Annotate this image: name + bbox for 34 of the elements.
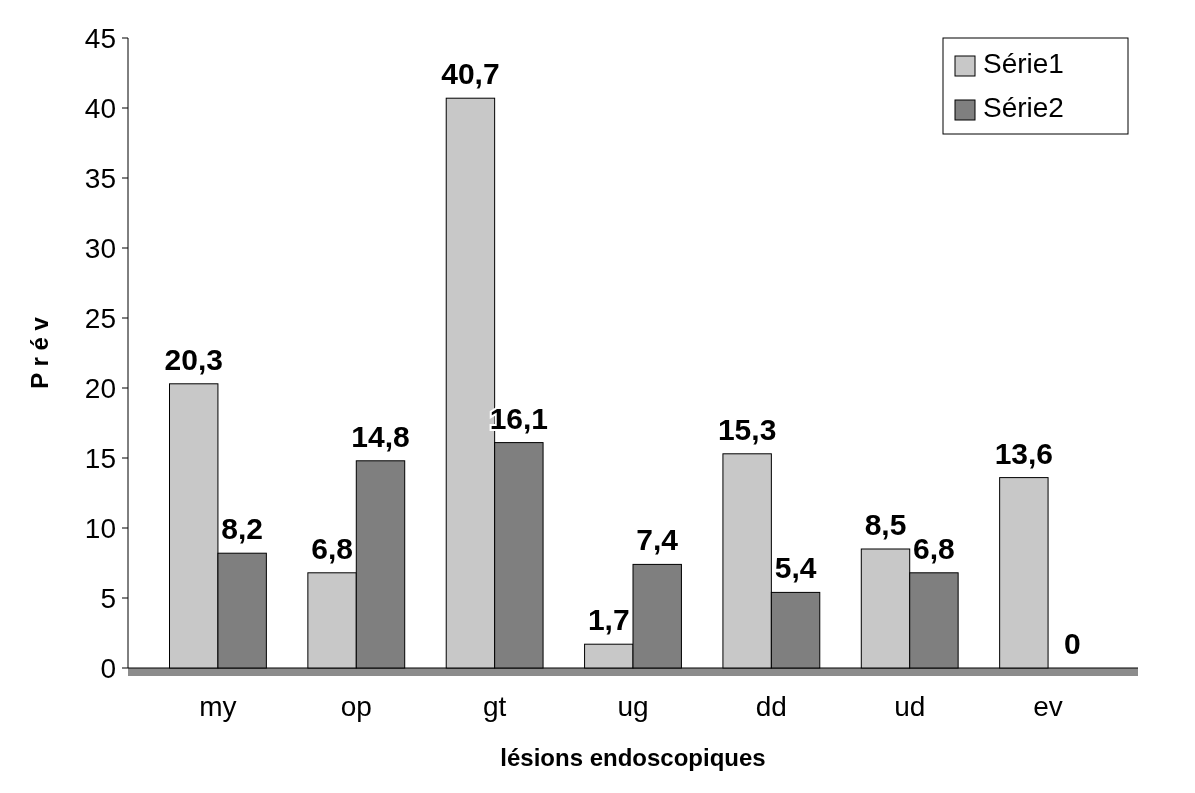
x-tick-label: ud [894, 691, 926, 722]
x-axis-title: lésions endoscopiques [500, 744, 766, 771]
x-tick-label: op [340, 691, 372, 722]
data-label: 8,5 [864, 508, 907, 541]
x-tick-label: ev [1033, 691, 1063, 722]
y-tick-label: 35 [84, 162, 116, 194]
data-label: 1,7 [587, 603, 630, 637]
y-tick-label: 5 [100, 582, 116, 614]
y-axis-title: P r é v [26, 316, 53, 389]
data-label: 20,3 [164, 342, 223, 376]
data-label: 7,4 [636, 523, 679, 557]
data-label: 6,8 [311, 531, 353, 565]
data-label: 0 [1063, 627, 1081, 660]
data-label: 14,8 [351, 419, 410, 453]
y-tick-label: 0 [100, 652, 116, 684]
y-tick-label: 10 [84, 512, 116, 544]
y-tick-label: 30 [84, 232, 116, 264]
data-label: 40,7 [441, 57, 500, 91]
legend-label: Série2 [983, 92, 1064, 123]
x-tick-label: dd [755, 691, 787, 722]
y-tick-label: 40 [84, 92, 116, 124]
y-tick-label: 15 [84, 442, 116, 474]
x-tick-label: my [199, 691, 237, 722]
data-label: 15,3 [717, 412, 777, 446]
data-label: 13,6 [994, 436, 1054, 470]
data-label: 5,4 [774, 551, 817, 585]
y-tick-label: 45 [84, 22, 116, 54]
y-tick-label: 25 [84, 302, 116, 334]
x-tick-label: ug [617, 691, 649, 722]
y-tick-label: 20 [84, 372, 116, 404]
x-tick-label: gt [482, 691, 507, 722]
data-label: 8,2 [221, 512, 263, 546]
data-label: 6,8 [913, 531, 955, 565]
legend-label: Série1 [983, 48, 1064, 79]
